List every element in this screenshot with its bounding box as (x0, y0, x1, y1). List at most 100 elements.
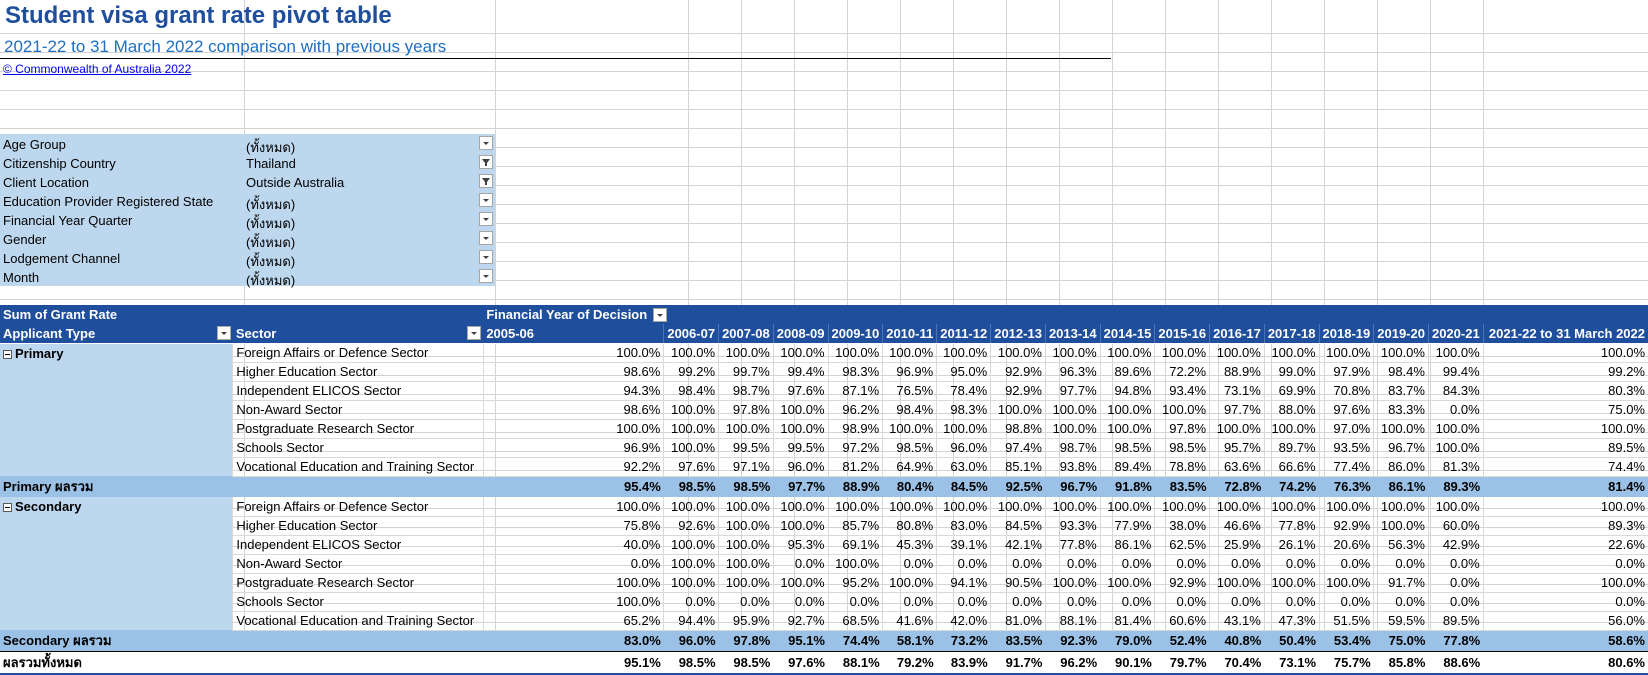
value-cell: 56.3% (1373, 535, 1429, 555)
value-cell: 0.0% (1263, 554, 1320, 574)
value-cell: 100.0% (827, 343, 883, 363)
dropdown-arrow-icon (483, 237, 489, 240)
value-cell: 100.0% (772, 516, 828, 536)
filter-dropdown-button[interactable] (479, 193, 493, 207)
filter-dropdown-button[interactable] (479, 269, 493, 283)
value-cell: 0.0% (1427, 400, 1484, 420)
filter-dropdown-button[interactable] (479, 250, 493, 264)
value-cell: 97.6% (1318, 400, 1374, 420)
value-cell: 96.3% (1044, 362, 1101, 382)
sector-cell: Vocational Education and Training Sector (232, 611, 484, 631)
value-cell: 81.0% (990, 611, 1046, 631)
value-cell: 0.0% (1099, 554, 1155, 574)
applicant-type-cell: Secondary (0, 497, 233, 630)
year-header: 2013-14 (1044, 324, 1101, 344)
value-cell: 94.1% (936, 573, 991, 593)
filter-dropdown-button[interactable] (479, 136, 493, 150)
value-cell: 42.1% (990, 535, 1046, 555)
value-cell: 92.9% (990, 362, 1046, 382)
subtotal-value: 50.4% (1264, 630, 1320, 652)
value-cell: 98.4% (1373, 362, 1429, 382)
year-header: 2014-15 (1099, 324, 1155, 344)
value-cell: 100.0% (1263, 419, 1320, 439)
table-row: Independent ELICOS Sector 40.0% 100.0% 100.… (0, 535, 1648, 555)
value-cell: 97.9% (1318, 362, 1374, 382)
value-cell: 100.0% (936, 419, 991, 439)
value-cell: 92.9% (1318, 516, 1374, 536)
copyright-link[interactable]: © Commonwealth of Australia 2022 (3, 62, 192, 76)
grand-total-value: 90.1% (1100, 651, 1155, 675)
filter-label: Month (3, 270, 40, 285)
value-cell: 83.3% (1373, 400, 1429, 420)
value-cell: 100.0% (1318, 343, 1374, 363)
sector-cell: Foreign Affairs or Defence Sector (232, 497, 484, 517)
value-cell: 97.1% (718, 457, 774, 477)
value-cell: 92.7% (772, 611, 828, 631)
sheet-title: Student visa grant rate pivot table (5, 2, 392, 29)
subtotal-value: 96.7% (1045, 476, 1101, 497)
value-cell: 0.0% (882, 592, 937, 612)
value-cell: 47.3% (1263, 611, 1320, 631)
filter-dropdown-button[interactable] (479, 212, 493, 226)
value-cell: 39.1% (936, 535, 991, 555)
value-cell: 100.0% (1482, 343, 1648, 363)
filter-active-button[interactable] (479, 174, 493, 188)
value-cell: 100.0% (882, 497, 937, 517)
value-cell: 89.3% (1482, 516, 1648, 536)
applicant-type-filter-button[interactable] (216, 326, 231, 340)
value-cell: 100.0% (663, 573, 719, 593)
value-cell: 0.0% (936, 592, 991, 612)
value-cell: 81.3% (1427, 457, 1484, 477)
value-cell: 83.7% (1373, 381, 1429, 401)
value-cell: 100.0% (772, 497, 828, 517)
filter-row: Month (ทั้งหมด) (0, 267, 495, 288)
value-cell: 100.0% (718, 573, 774, 593)
value-cell: 73.1% (1209, 381, 1265, 401)
value-cell: 0.0% (1154, 554, 1210, 574)
value-cell: 100.0% (663, 554, 719, 574)
grand-total-value: 97.6% (773, 651, 828, 675)
value-cell: 0.0% (1373, 554, 1429, 574)
filter-label: Lodgement Channel (3, 251, 121, 266)
value-cell: 97.4% (990, 438, 1046, 458)
year-header: 2017-18 (1263, 324, 1320, 344)
subtotal-spacer (232, 630, 484, 652)
value-cell: 100.0% (1482, 573, 1648, 593)
value-cell: 100.0% (1373, 516, 1429, 536)
value-cell: 100.0% (1482, 419, 1648, 439)
value-cell: 70.8% (1318, 381, 1374, 401)
year-header: 2005-06 (483, 324, 664, 344)
grand-total-value: 88.1% (828, 651, 883, 675)
filter-row: Financial Year Quarter (ทั้งหมด) (0, 210, 495, 231)
collapse-button[interactable] (3, 349, 12, 359)
column-field-filter-button[interactable] (653, 308, 668, 323)
value-cell: 100.0% (936, 343, 991, 363)
value-cell: 0.0% (990, 592, 1046, 612)
value-cell: 25.9% (1209, 535, 1265, 555)
subtotal-spacer (232, 476, 484, 497)
value-cell: 100.0% (1099, 573, 1155, 593)
sector-cell: Postgraduate Research Sector (232, 573, 484, 593)
value-cell: 59.5% (1373, 611, 1429, 631)
filter-row: Citizenship Country Thailand (0, 153, 495, 172)
value-cell: 97.7% (1209, 400, 1265, 420)
sector-filter-button[interactable] (467, 326, 482, 340)
value-cell: 92.2% (482, 457, 664, 477)
value-cell: 100.0% (936, 497, 991, 517)
filter-label: Financial Year Quarter (3, 213, 133, 228)
sector-cell: Independent ELICOS Sector (232, 381, 484, 401)
filter-active-button[interactable] (479, 155, 493, 169)
sector-cell: Schools Sector (232, 592, 484, 612)
value-cell: 100.0% (1099, 497, 1155, 517)
collapse-button[interactable] (3, 503, 12, 513)
value-cell: 95.3% (772, 535, 828, 555)
table-row: Postgraduate Research Sector 100.0% 100.0%… (0, 573, 1648, 593)
subtotal-row: Secondary ผลรวม 83.0% 96.0% 97.8% 95.1% 74.4%… (0, 630, 1648, 652)
value-cell: 46.6% (1209, 516, 1265, 536)
value-cell: 0.0% (1427, 592, 1484, 612)
value-cell: 0.0% (1318, 592, 1374, 612)
dropdown-arrow-icon (483, 218, 489, 221)
value-cell: 94.4% (663, 611, 719, 631)
filter-dropdown-button[interactable] (479, 231, 493, 245)
value-cell: 100.0% (990, 400, 1046, 420)
